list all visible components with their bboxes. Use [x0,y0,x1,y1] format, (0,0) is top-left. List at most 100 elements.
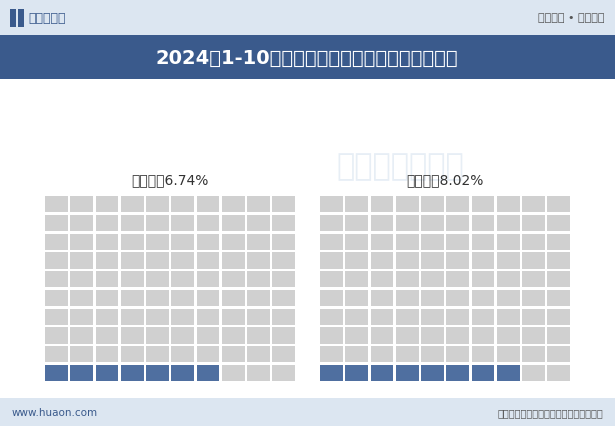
Bar [247,234,270,250]
Bar [197,328,220,344]
Bar [70,253,93,269]
Bar [472,271,494,288]
Bar [0,398,615,426]
Bar [247,196,270,213]
Bar [222,234,245,250]
Bar [272,234,295,250]
Bar [45,346,68,363]
Bar [472,365,494,381]
Bar [472,309,494,325]
Bar [272,365,295,381]
Bar [247,215,270,231]
Bar [421,196,444,213]
Bar [522,346,545,363]
Bar [497,196,520,213]
Bar [272,346,295,363]
Bar [320,215,343,231]
Bar [222,365,245,381]
Bar [472,196,494,213]
Bar [10,10,16,28]
Bar [146,309,169,325]
Bar [45,365,68,381]
Bar [345,309,368,325]
Bar [45,328,68,344]
Bar [370,253,393,269]
Text: www.huaon.com: www.huaon.com [12,407,98,417]
Bar [472,328,494,344]
Bar [547,196,570,213]
Bar [95,290,118,306]
Bar [395,215,418,231]
Bar [18,10,24,28]
Bar [345,346,368,363]
Bar [522,234,545,250]
Bar [146,253,169,269]
Bar [272,328,295,344]
Bar [222,196,245,213]
Bar [171,271,194,288]
Bar [421,215,444,231]
Bar [345,328,368,344]
Bar [497,328,520,344]
Text: 华经产业研究院: 华经产业研究院 [336,152,464,181]
Bar [320,309,343,325]
Bar [446,196,469,213]
Bar [497,271,520,288]
Bar [395,196,418,213]
Bar [272,309,295,325]
Bar [121,271,143,288]
Bar [222,290,245,306]
Bar [146,271,169,288]
Bar [320,346,343,363]
Bar [121,290,143,306]
Bar [497,309,520,325]
Bar [547,328,570,344]
Bar [247,290,270,306]
Bar [497,215,520,231]
Bar [497,253,520,269]
Bar [345,253,368,269]
Bar [370,346,393,363]
Bar [95,271,118,288]
Bar [522,196,545,213]
Bar [446,346,469,363]
Bar [171,253,194,269]
Bar [370,215,393,231]
Bar [345,215,368,231]
Bar [197,253,220,269]
Bar [522,365,545,381]
Bar [146,196,169,213]
Bar [345,365,368,381]
Bar [395,328,418,344]
Bar [320,271,343,288]
Bar [146,290,169,306]
Bar [547,215,570,231]
Bar [395,253,418,269]
Bar [121,215,143,231]
Bar [395,309,418,325]
Bar [446,271,469,288]
Bar [95,253,118,269]
Bar [45,234,68,250]
Bar [121,365,143,381]
Bar [247,365,270,381]
Text: 福利彩票6.74%: 福利彩票6.74% [132,173,208,187]
Bar [171,215,194,231]
Bar [197,234,220,250]
Bar [421,328,444,344]
Bar [95,309,118,325]
Bar [547,346,570,363]
Bar [272,253,295,269]
Bar [421,290,444,306]
Bar [171,196,194,213]
Bar [0,36,615,80]
Bar [197,365,220,381]
Bar [95,215,118,231]
Bar [446,253,469,269]
Bar [95,365,118,381]
Bar [370,196,393,213]
Text: 数据来源：财政部；华经产业研究院整理: 数据来源：财政部；华经产业研究院整理 [498,407,603,417]
Bar [121,328,143,344]
Bar [222,215,245,231]
Bar [395,290,418,306]
